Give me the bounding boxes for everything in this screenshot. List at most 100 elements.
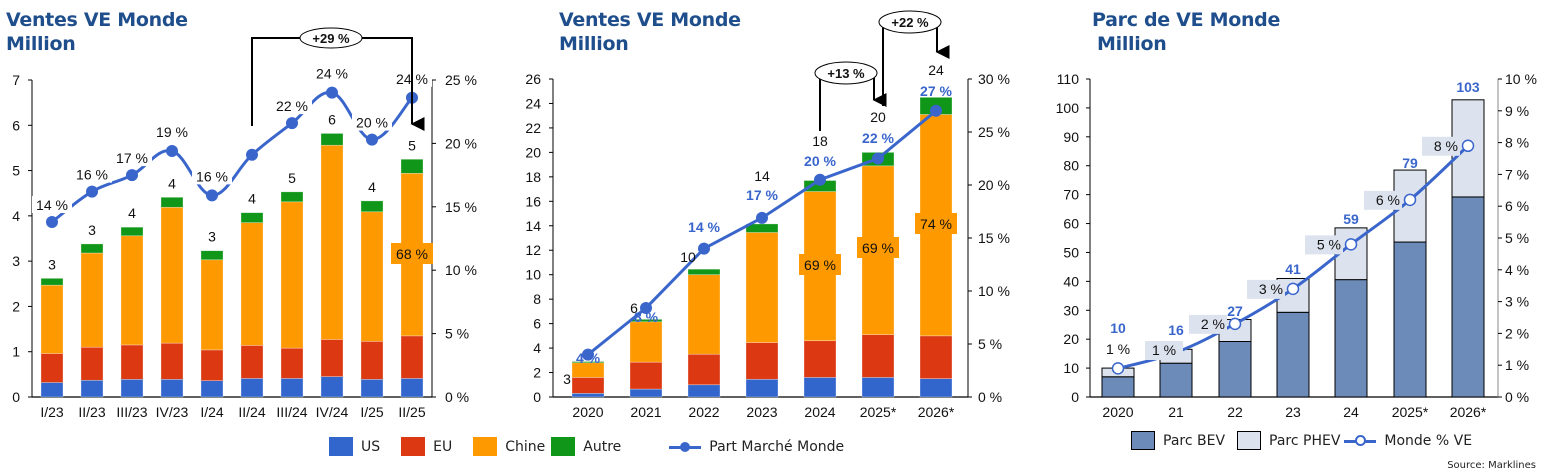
- c2-growth-label-13: +13 %: [827, 66, 865, 81]
- c1-total-label: 4: [168, 175, 176, 191]
- c1-x-tick-label: I/24: [200, 404, 224, 420]
- c3-y-tick-label-right: 8 %: [1505, 135, 1529, 151]
- legend-item-us[interactable]: US: [329, 437, 380, 456]
- c2-chine-share-label: 69 %: [862, 240, 894, 256]
- c2-bar-us: [861, 377, 895, 398]
- c2-bar-eu: [687, 353, 721, 386]
- c1-y-tick-label-left: 2: [12, 298, 20, 314]
- c1-bar-autre: [240, 212, 264, 223]
- c3-share-label: 1 %: [1106, 341, 1130, 357]
- c2-y-tick-label-left: 22: [525, 120, 541, 136]
- c3-y-tick-label-right: 10 %: [1505, 71, 1537, 87]
- c1-bar-us: [320, 376, 344, 398]
- c3-bar-parc-bev: [1159, 362, 1193, 398]
- c1-total-label: 3: [48, 256, 56, 272]
- c2-bar-us: [629, 388, 663, 398]
- c2-share-point: [930, 104, 942, 117]
- c2-share-label: 8 %: [634, 309, 659, 325]
- c1-x-tick-label: III/24: [276, 404, 307, 420]
- c1-share-point: [366, 133, 378, 146]
- c1-bar-chine: [40, 284, 64, 354]
- legend-item-autre[interactable]: Autre: [551, 437, 621, 456]
- c1-share-label: 14 %: [36, 197, 68, 213]
- c3-bar-parc-bev: [1101, 376, 1135, 398]
- c1-x-tick-label: II/24: [238, 404, 265, 420]
- c2-bar-us: [803, 377, 837, 398]
- c1-bar-autre: [120, 226, 144, 237]
- c3-y-tick-label-left: 40: [1063, 273, 1079, 289]
- c2-bar-autre: [687, 268, 721, 275]
- legend-swatch-eu: [401, 437, 426, 456]
- c2-bar-chine: [745, 232, 779, 343]
- legend-item-chine[interactable]: Chine: [473, 437, 545, 456]
- chart2-title: Ventes VE Monde Million: [559, 8, 741, 56]
- legend-swatch-chine: [473, 437, 498, 456]
- c1-bar-us: [200, 380, 224, 398]
- legend-item-share[interactable]: Part Marché Monde: [669, 439, 844, 455]
- c1-y-tick-label-right: 20 %: [445, 135, 477, 151]
- c1-bar-chine: [120, 235, 144, 346]
- c2-y-tick-label-left: 0: [533, 389, 541, 405]
- c1-share-point: [246, 148, 258, 161]
- c3-bar-parc-bev: [1393, 241, 1427, 398]
- legend-item-ve-share[interactable]: Monde % VE: [1344, 433, 1472, 449]
- c1-x-tick-label: II/23: [78, 404, 105, 420]
- c2-y-tick-label-right: 20 %: [978, 177, 1010, 193]
- c1-bar-chine: [80, 252, 104, 348]
- c2-y-tick-label-left: 14: [525, 218, 541, 234]
- c2-share-point: [756, 211, 768, 224]
- chart1-title-unit: Million: [6, 33, 76, 55]
- c3-y-tick-label-right: 0 %: [1505, 389, 1529, 405]
- c1-share-point: [206, 189, 218, 202]
- c3-y-tick-label-left: 110: [1057, 71, 1080, 87]
- c3-share-point: [1461, 139, 1475, 153]
- c1-share-label: 20 %: [356, 115, 388, 131]
- c3-y-tick-label-right: 6 %: [1505, 198, 1529, 214]
- c3-total-label: 10: [1110, 320, 1126, 336]
- chart2-title-main: Ventes VE Monde: [559, 9, 741, 31]
- c3-share-label: 6 %: [1376, 192, 1400, 208]
- c1-share-point: [326, 86, 338, 99]
- c1-bar-us: [400, 378, 424, 398]
- c3-share-label-bg: [1364, 190, 1402, 210]
- legend-swatch-autre: [551, 437, 576, 456]
- c1-bar-chine: [240, 222, 264, 346]
- c1-bar-autre: [80, 243, 104, 254]
- c3-share-point: [1344, 238, 1358, 251]
- c3-x-tick-label: 2026*: [1450, 404, 1487, 420]
- c3-share-label-bg: [1422, 136, 1460, 156]
- c1-share-point: [126, 169, 138, 182]
- legend-item-eu[interactable]: EU: [401, 437, 452, 456]
- chart2-title-unit: Million: [559, 33, 629, 55]
- c2-y-tick-label-right: 15 %: [978, 230, 1010, 246]
- c1-share-label: 16 %: [196, 168, 228, 184]
- c2-y-tick-label-left: 6: [533, 316, 541, 332]
- legend-line-ve-share-icon: [1344, 434, 1377, 447]
- c1-share-label: 24 %: [316, 66, 348, 82]
- c1-y-tick-label-left: 7: [12, 72, 20, 88]
- c1-chine-share-label: 68 %: [396, 246, 428, 262]
- c3-y-tick-label-left: 100: [1056, 100, 1080, 116]
- c2-bar-us: [687, 384, 721, 398]
- legend-item-phev[interactable]: Parc PHEV: [1237, 431, 1340, 450]
- c3-y-tick-label-left: 50: [1063, 244, 1079, 260]
- c2-total-label: 20: [870, 109, 886, 125]
- c1-bar-autre: [400, 158, 424, 174]
- c3-y-tick-label-left: 70: [1063, 187, 1079, 203]
- c3-y-tick-label-left: 30: [1063, 302, 1079, 318]
- source-note: Source: Marklines: [1447, 460, 1536, 471]
- c1-bar-eu: [160, 342, 184, 380]
- legend-label-chine: Chine: [505, 438, 546, 455]
- c1-y-tick-label-right: 10 %: [445, 262, 477, 278]
- c2-chine-share-box: [915, 213, 957, 234]
- c3-share-label-bg: [1099, 340, 1137, 359]
- c1-y-tick-label-right: 5 %: [445, 326, 469, 342]
- fleet-legend: Parc BEV Parc PHEV Monde % VE: [1131, 431, 1493, 450]
- c2-share-point: [698, 242, 710, 255]
- c2-total-label: 18: [812, 133, 828, 149]
- c1-bar-eu: [80, 346, 104, 381]
- legend-label-share: Part Marché Monde: [709, 438, 845, 455]
- c3-x-tick-label: 22: [1227, 404, 1243, 420]
- c1-bar-autre: [280, 191, 304, 203]
- legend-item-bev[interactable]: Parc BEV: [1131, 431, 1225, 450]
